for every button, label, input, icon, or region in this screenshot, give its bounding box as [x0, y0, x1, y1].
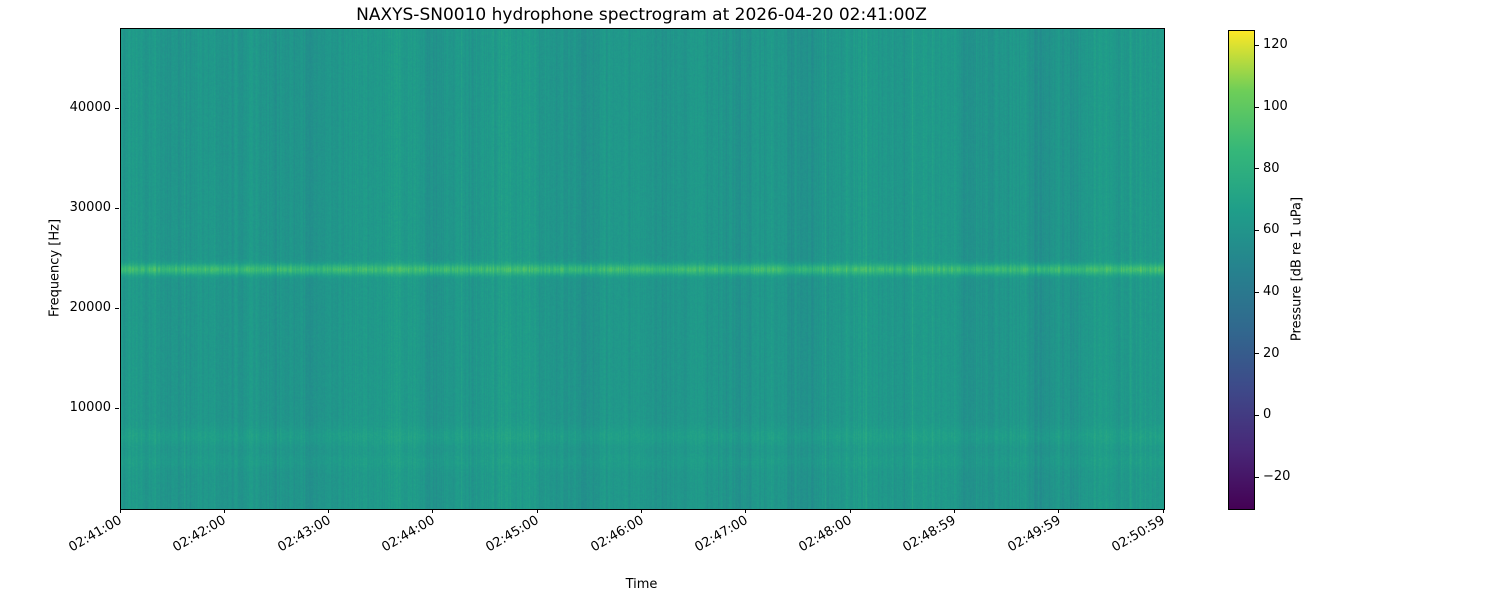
x-tick-mark: [1058, 509, 1060, 513]
x-tick-mark: [641, 509, 642, 513]
x-axis-label: Time: [625, 577, 658, 592]
y-tick-mark: [115, 207, 119, 209]
colorbar-tick-label: 100: [1263, 99, 1288, 115]
y-tick-label: 20000: [69, 300, 111, 315]
y-tick-label: 10000: [69, 400, 111, 415]
x-tick-mark: [223, 509, 225, 513]
colorbar-tick-label: 40: [1263, 284, 1280, 300]
y-tick-label: 30000: [69, 200, 111, 215]
x-tick-mark: [119, 509, 121, 513]
y-tick-mark: [115, 107, 119, 109]
colorbar-tick-label: 120: [1263, 37, 1288, 53]
x-tick-mark: [328, 509, 330, 513]
y-tick-label: 40000: [69, 100, 111, 115]
colorbar-tick-mark: [1255, 229, 1259, 231]
plot-area: [120, 28, 1165, 510]
colorbar-tick-mark: [1255, 414, 1259, 416]
colorbar-tick-mark: [1255, 476, 1259, 478]
y-tick-mark: [115, 407, 119, 409]
x-tick-mark: [432, 509, 434, 513]
figure-title: NAXYS-SN0010 hydrophone spectrogram at 2…: [356, 5, 927, 25]
spectrogram-canvas: [121, 29, 1164, 509]
colorbar-tick-label: 0: [1263, 407, 1272, 423]
colorbar-tick-mark: [1255, 44, 1259, 46]
colorbar-tick-mark: [1255, 291, 1259, 293]
colorbar-tick-mark: [1255, 106, 1259, 108]
x-tick-mark: [536, 509, 538, 513]
colorbar-tick-mark: [1255, 353, 1259, 355]
colorbar-tick-label: 20: [1263, 345, 1280, 361]
x-tick-mark: [849, 509, 851, 513]
x-tick-mark: [953, 509, 955, 513]
x-tick-mark: [1162, 509, 1164, 513]
colorbar-tick-label: 60: [1263, 222, 1280, 238]
x-tick-mark: [745, 509, 747, 513]
colorbar-tick-label: −20: [1263, 469, 1291, 485]
colorbar: [1228, 30, 1255, 510]
colorbar-tick-mark: [1255, 168, 1259, 170]
colorbar-tick-label: 80: [1263, 160, 1280, 176]
colorbar-label: Pressure [dB re 1 uPa]: [1289, 196, 1305, 342]
y-tick-mark: [115, 307, 119, 309]
